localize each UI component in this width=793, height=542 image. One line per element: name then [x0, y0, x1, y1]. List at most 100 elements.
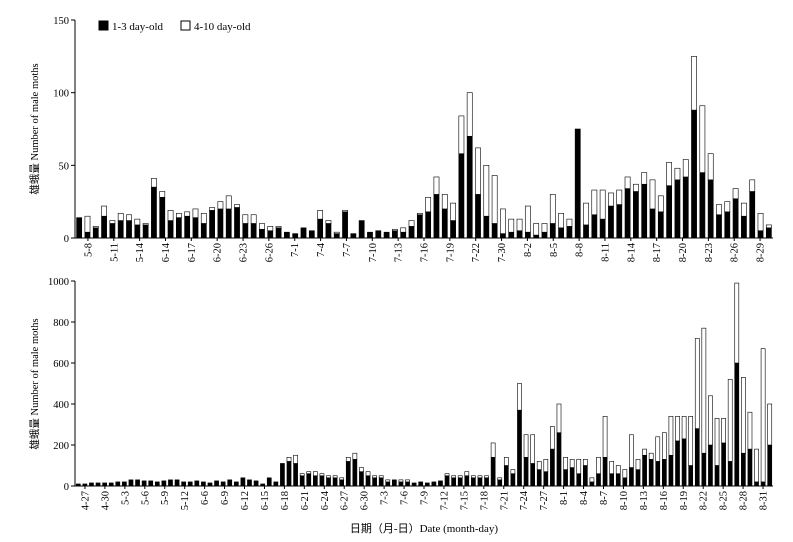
chart-top-bar-4-10-day-old: [491, 175, 498, 224]
chart-top-bar-4-10-day-old: [250, 214, 257, 224]
chart-top-bar-1-3-day-old: [657, 211, 664, 239]
chart-top-bar-1-3-day-old: [350, 233, 357, 239]
chart-bottom-bar-1-3-day-old: [767, 444, 773, 487]
chart-top-bar-4-10-day-old: [151, 178, 157, 188]
chart-bottom-x-tick-label: 8-19: [679, 491, 690, 510]
chart-bottom-bar-1-3-day-old: [622, 477, 628, 487]
chart-top-bar-1-3-day-old: [109, 223, 116, 239]
chart-top-bar-4-10-day-old: [458, 115, 465, 155]
chart-bottom-bar-4-10-day-old: [662, 432, 667, 460]
chart-top-bar-4-10-day-old: [109, 220, 116, 224]
chart-top-bar-4-10-day-old: [475, 147, 481, 195]
chart-top-x-tick-label: 8-20: [678, 243, 689, 262]
chart-bottom-x-tick-label: 8-28: [739, 491, 750, 510]
chart-top-bar-4-10-day-old: [624, 176, 631, 189]
chart-bottom-bar-1-3-day-old: [115, 481, 121, 487]
chart-bottom-bar-4-10-day-old: [615, 465, 621, 474]
chart-top-bar-1-3-day-old: [624, 188, 631, 239]
chart-top-bar-1-3-day-old: [192, 217, 199, 239]
chart-top-bar-1-3-day-old: [641, 183, 648, 239]
chart-top-bar-4-10-day-old: [167, 210, 174, 221]
chart-bottom-bar-4-10-day-old: [471, 475, 476, 479]
chart-top-bar-1-3-day-old: [591, 214, 598, 239]
chart-bottom-bar-1-3-day-old: [642, 454, 647, 487]
chart-bottom-x-tick-label: 6-12: [240, 491, 251, 510]
chart-bottom-bar-1-3-day-old: [75, 483, 81, 487]
chart-bottom-bar-4-10-day-old: [378, 475, 384, 479]
chart-bottom-bar-4-10-day-old: [635, 459, 641, 470]
chart-bottom-bar-1-3-day-old: [135, 479, 140, 487]
chart-bottom-bar-1-3-day-old: [273, 481, 279, 487]
chart-top-bar-1-3-day-old: [475, 194, 481, 239]
chart-bottom-bar-1-3-day-old: [352, 459, 358, 487]
chart-top-bar-4-10-day-old: [558, 212, 564, 229]
chart-top-bar-1-3-day-old: [724, 211, 731, 239]
chart-top-bar-4-10-day-old: [242, 214, 249, 224]
chart-top-bar-4-10-day-old: [416, 212, 423, 216]
chart-top-bar-1-3-day-old: [491, 223, 498, 239]
chart-bottom-bar-1-3-day-old: [431, 481, 437, 487]
chart-top-bar-4-10-day-old: [549, 194, 556, 224]
chart-top-bar-4-10-day-old: [317, 210, 324, 220]
chart-bottom-bar-1-3-day-old: [141, 480, 147, 487]
chart-top-x-tick-label: 7-13: [394, 243, 405, 262]
chart-bottom-bar-4-10-day-old: [563, 456, 568, 470]
chart-bottom-bar-1-3-day-old: [260, 483, 266, 487]
chart-top-bar-1-3-day-old: [458, 153, 465, 239]
chart-top-x-tick-label: 8-23: [704, 243, 715, 262]
chart-top-y-ticks: 0 50 100 150: [53, 16, 75, 245]
chart-bottom-x-tick-label: 8-10: [619, 491, 630, 510]
chart-bottom-bar-1-3-day-old: [128, 479, 134, 487]
chart-top-bar-1-3-day-old: [275, 227, 282, 239]
chart-bottom-bar-1-3-day-old: [319, 475, 325, 487]
chart-top-bar-1-3-day-old: [508, 231, 515, 239]
chart-top-bar-1-3-day-old: [483, 215, 490, 239]
chart-bottom-bar-4-10-day-old: [767, 403, 773, 446]
chart-top-bar-1-3-day-old: [225, 208, 232, 239]
chart-top-bar-1-3-day-old: [757, 230, 764, 239]
chart-bottom-bar-1-3-day-old: [563, 469, 568, 487]
chart-top-bar-1-3-day-old: [284, 231, 290, 239]
chart-top-x-tick-label: 6-20: [213, 243, 224, 262]
chart-bottom-bar-4-10-day-old: [550, 426, 555, 450]
chart-top-bar-4-10-day-old: [508, 218, 515, 233]
chart-top-bar-1-3-day-old: [716, 214, 722, 239]
chart-bottom-bar-4-10-day-old: [655, 436, 661, 462]
chart-bottom-bar-4-10-day-old: [569, 459, 575, 468]
chart-top-bar-4-10-day-old: [217, 201, 224, 210]
chart-top-bar-4-10-day-old: [126, 214, 132, 221]
chart-top-bar-4-10-day-old: [267, 226, 274, 232]
chart-top-bar-4-10-day-old: [441, 194, 448, 210]
chart-top-x-tick-label: 7-1: [290, 243, 301, 257]
chart-bottom-bar-1-3-day-old: [89, 482, 94, 487]
chart-bottom-bar-1-3-day-old: [168, 479, 173, 487]
chart-top-bar-1-3-day-old: [383, 231, 390, 239]
chart-bottom-bar-4-10-day-old: [536, 461, 542, 470]
chart-top-bar-4-10-day-old: [591, 189, 598, 216]
chart-bottom-bar-1-3-day-old: [405, 481, 410, 487]
chart-bottom-bar-1-3-day-old: [181, 481, 186, 487]
chart-top-bar-1-3-day-old: [367, 231, 373, 239]
chart-top-bar-4-10-day-old: [649, 179, 656, 210]
chart-top-bar-1-3-day-old: [317, 218, 324, 239]
chart-top-bar-4-10-day-old: [400, 227, 407, 233]
chart-bottom-bar-4-10-day-old: [286, 456, 292, 462]
chart-bottom-x-ticks: 4-27 4-30 5-3 5-6 5-9 5-12 6-6 6-9 6-12 6-15 6-18 6…: [80, 486, 770, 510]
chart-bottom-bar-4-10-day-old: [359, 467, 364, 472]
chart-top-y-axis-title: 雄蛾量 Number of male moths: [28, 63, 41, 194]
chart-top-bar-1-3-day-old: [92, 227, 99, 239]
chart-top-bar-4-10-day-old: [483, 165, 490, 217]
chart-top-bar-1-3-day-old: [533, 234, 540, 239]
chart-bottom-bar-1-3-day-old: [174, 479, 180, 487]
chart-top-x-tick-label: 5-14: [135, 242, 146, 262]
chart-top-bar-1-3-day-old: [616, 204, 623, 239]
chart-bottom-bar-1-3-day-old: [385, 481, 391, 487]
chart-top-bar-4-10-day-old: [657, 195, 664, 213]
chart-top-x-tick-label: 8-5: [549, 243, 560, 257]
chart-bottom-y-tick-label: 0: [64, 482, 69, 493]
chart-bottom-bar-1-3-day-old: [122, 481, 127, 487]
chart-bottom-bar-1-3-day-old: [227, 479, 233, 487]
chart-bottom-bar-4-10-day-old: [510, 469, 516, 475]
chart-bottom-bar-1-3-day-old: [655, 461, 661, 487]
chart-top-bar-4-10-day-old: [142, 223, 149, 226]
